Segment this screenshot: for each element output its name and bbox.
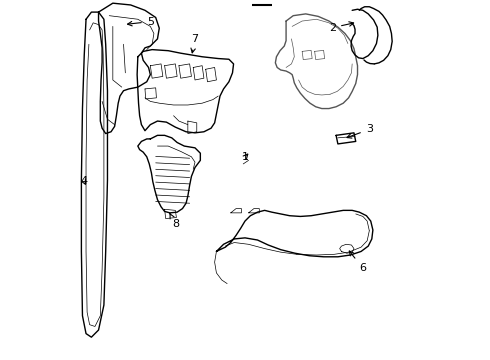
- Text: 1: 1: [242, 152, 248, 162]
- Text: 4: 4: [80, 176, 87, 185]
- Text: 8: 8: [170, 213, 179, 229]
- Polygon shape: [275, 14, 358, 109]
- Text: 7: 7: [191, 35, 198, 53]
- Text: 6: 6: [349, 251, 367, 273]
- Polygon shape: [137, 50, 234, 133]
- Polygon shape: [138, 135, 200, 213]
- Text: 2: 2: [329, 22, 354, 33]
- Polygon shape: [336, 133, 356, 144]
- Polygon shape: [98, 3, 159, 134]
- Text: 3: 3: [347, 125, 373, 138]
- Text: 5: 5: [127, 17, 154, 27]
- Polygon shape: [81, 12, 107, 337]
- Polygon shape: [217, 210, 373, 257]
